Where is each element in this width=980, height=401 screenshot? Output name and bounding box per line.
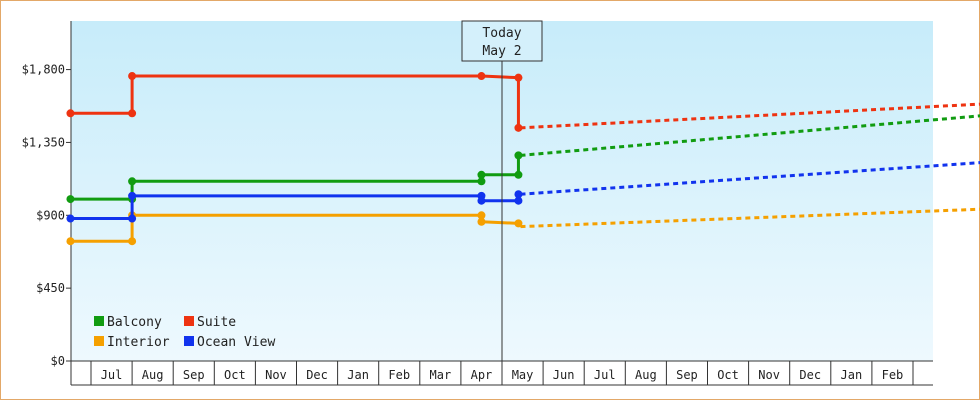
- x-tick-label: Aug: [142, 368, 164, 382]
- legend: Balcony Suite Interior Ocean View: [94, 315, 275, 350]
- x-tick-label: May: [512, 368, 534, 382]
- legend-swatch-balcony: [94, 316, 104, 326]
- legend-swatch-suite: [184, 316, 194, 326]
- legend-label-balcony: Balcony: [107, 315, 162, 330]
- data-point-suite: [66, 109, 75, 118]
- x-tick-label: Aug: [635, 368, 657, 382]
- data-point-ocean-view: [514, 190, 523, 199]
- legend-swatch-interior: [94, 336, 104, 346]
- data-point-suite: [514, 123, 523, 132]
- x-tick-label: Feb: [882, 368, 904, 382]
- data-point-balcony: [514, 170, 523, 179]
- y-tick-label: $1,350: [22, 135, 65, 149]
- x-tick-label: Dec: [799, 368, 821, 382]
- forecast-line-balcony: [520, 114, 980, 157]
- data-point-balcony: [128, 177, 137, 186]
- legend-label-interior: Interior: [107, 335, 170, 350]
- data-point-suite: [128, 109, 137, 118]
- x-tick-label: Feb: [388, 368, 410, 382]
- data-point-balcony: [514, 151, 523, 160]
- series-suite: [66, 72, 980, 132]
- data-point-suite: [477, 72, 486, 81]
- series-lines: [66, 72, 980, 246]
- y-tick-label: $900: [36, 208, 65, 222]
- today-marker: Today May 2: [461, 20, 543, 361]
- data-point-interior: [477, 217, 486, 226]
- legend-swatch-ocean-view: [184, 336, 194, 346]
- x-tick-label: Sep: [676, 368, 698, 382]
- x-tick-label: Jul: [101, 368, 123, 382]
- data-point-suite: [514, 73, 523, 82]
- data-point-ocean-view: [128, 214, 137, 223]
- x-tick-label: Jan: [347, 368, 369, 382]
- data-point-balcony: [477, 177, 486, 186]
- legend-label-ocean-view: Ocean View: [197, 335, 275, 350]
- x-tick-label: Oct: [717, 368, 739, 382]
- data-point-ocean-view: [128, 191, 137, 200]
- x-tick-label: Oct: [224, 368, 246, 382]
- series-ocean-view: [66, 161, 980, 223]
- x-tick-label: Nov: [758, 368, 780, 382]
- data-point-balcony: [477, 170, 486, 179]
- x-tick-label: Dec: [306, 368, 328, 382]
- data-point-balcony: [66, 195, 75, 204]
- data-point-interior: [128, 237, 137, 246]
- legend-label-suite: Suite: [197, 315, 236, 330]
- series-line-suite: [70, 74, 520, 128]
- series-line-interior: [70, 213, 519, 243]
- data-point-ocean-view: [477, 196, 486, 205]
- x-tick-label: Nov: [265, 368, 287, 382]
- x-tick-label: Jun: [553, 368, 575, 382]
- today-box: [461, 20, 543, 62]
- x-tick-label: Apr: [471, 368, 493, 382]
- data-point-interior: [66, 237, 75, 246]
- forecast-line-interior: [520, 207, 980, 229]
- x-axis-month-cells: Jul Aug Sep Oct Nov Dec Jan Feb Mar Apr May Jun Jul A…: [90, 361, 914, 385]
- today-label: Today: [482, 26, 521, 41]
- data-point-ocean-view: [514, 196, 523, 205]
- series-interior: [66, 207, 980, 246]
- forecast-line-suite: [520, 102, 980, 130]
- data-point-interior: [477, 211, 486, 220]
- data-point-interior: [514, 219, 523, 228]
- y-tick-label: $0: [51, 354, 65, 368]
- y-tick-label: $1,800: [22, 63, 65, 77]
- data-point-ocean-view: [66, 214, 75, 223]
- x-tick-label: Mar: [430, 368, 452, 382]
- y-tick-group: $0 $450 $900 $1,350 $1,800: [22, 63, 71, 368]
- x-tick-label: Jan: [841, 368, 863, 382]
- x-tick-label: Jul: [594, 368, 616, 382]
- x-tick-label: Sep: [183, 368, 205, 382]
- forecast-line-ocean-view: [520, 161, 980, 196]
- y-tick-label: $450: [36, 281, 65, 295]
- today-date-label: May 2: [482, 44, 521, 59]
- data-point-suite: [128, 72, 137, 81]
